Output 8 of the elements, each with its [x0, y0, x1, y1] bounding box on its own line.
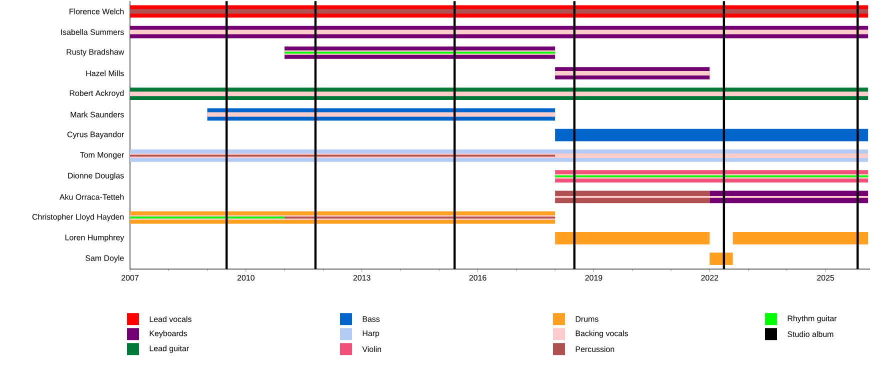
bar	[130, 30, 868, 34]
bar	[555, 128, 868, 142]
bar	[732, 232, 868, 244]
bar	[207, 112, 556, 117]
bar	[555, 70, 710, 76]
bar	[130, 92, 868, 96]
bar	[710, 252, 733, 265]
bar	[555, 232, 710, 244]
